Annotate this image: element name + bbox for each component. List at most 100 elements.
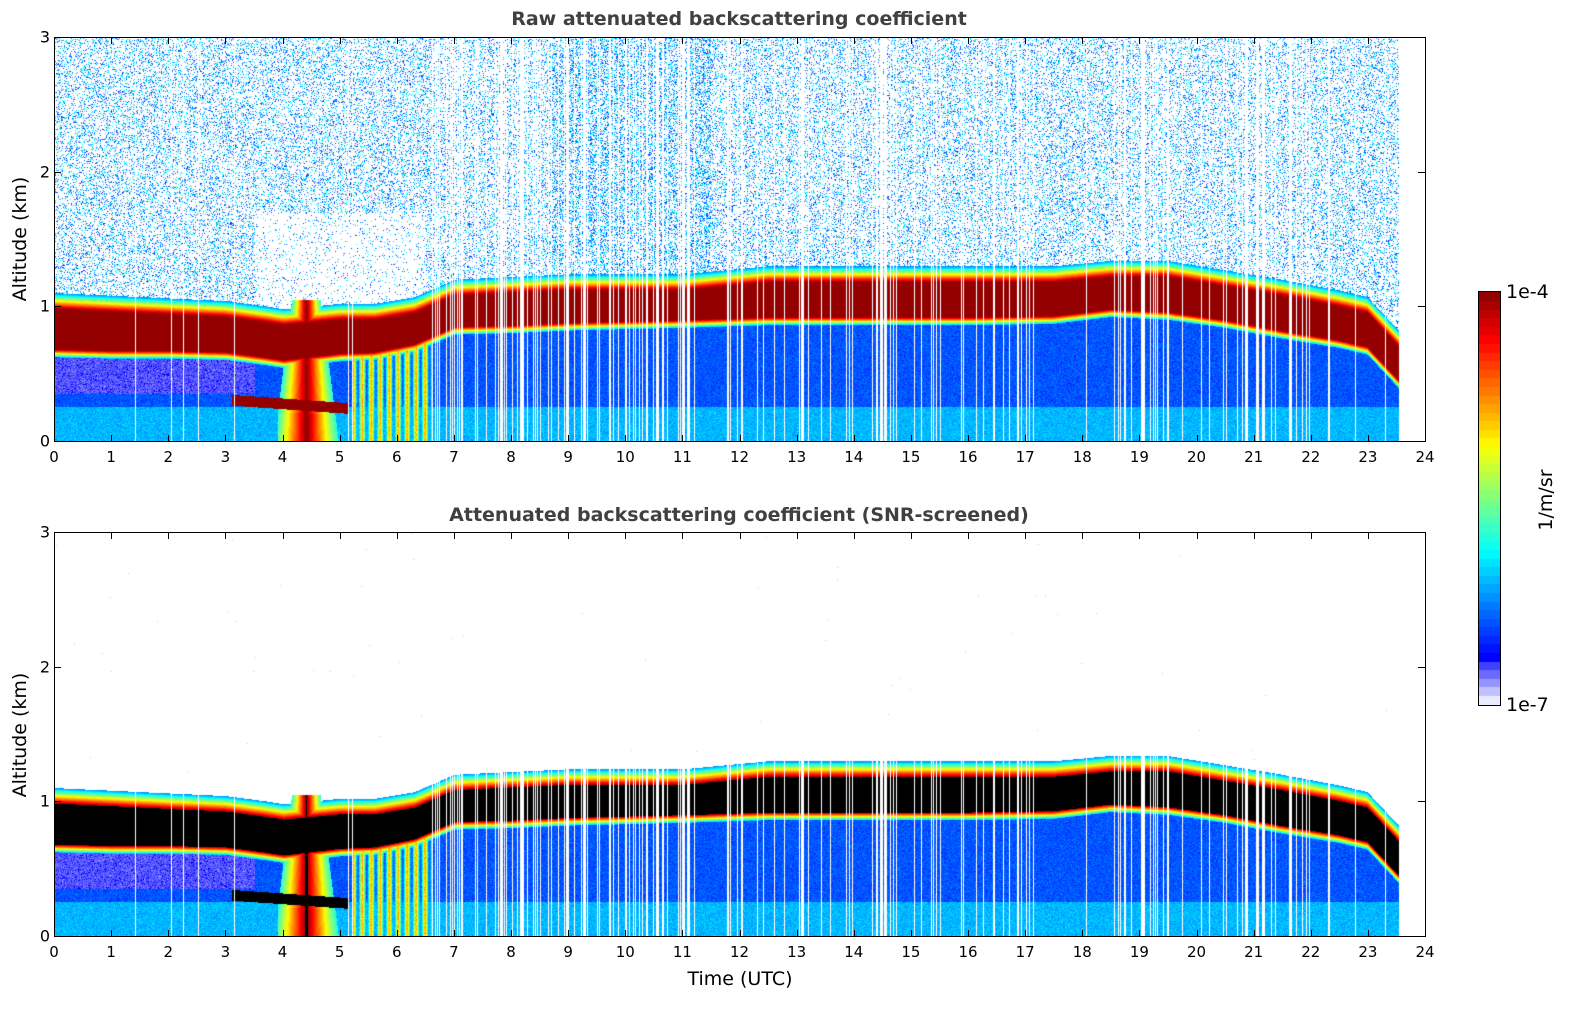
bottom-heatmap-image: [55, 533, 1425, 936]
x-tick-label: 23: [1358, 448, 1378, 466]
x-tick-mark-top: [1139, 532, 1141, 539]
x-tick-label: 20: [1186, 448, 1207, 466]
x-tick-mark: [225, 930, 227, 937]
x-tick-label: 19: [1129, 448, 1149, 466]
x-tick-mark: [168, 930, 170, 937]
x-tick-mark-top: [796, 37, 798, 44]
x-tick-mark: [796, 930, 798, 937]
x-tick-label: 5: [334, 943, 345, 961]
x-tick-mark-top: [1196, 37, 1198, 44]
top-y-axis-label: Altitude (km): [9, 176, 31, 302]
top-panel-title: Raw attenuated backscattering coefficien…: [511, 8, 967, 30]
x-tick-mark: [111, 435, 113, 442]
x-tick-mark-top: [1196, 532, 1198, 539]
x-tick-label: 0: [49, 943, 59, 961]
x-tick-mark: [1310, 930, 1312, 937]
x-tick-mark: [568, 930, 570, 937]
x-tick-mark-top: [568, 532, 570, 539]
x-tick-label: 15: [901, 448, 921, 466]
y-tick-mark: [54, 171, 61, 173]
x-tick-mark-top: [1310, 532, 1312, 539]
x-tick-mark: [225, 435, 227, 442]
x-tick-mark-top: [1253, 532, 1255, 539]
y-tick-mark-right: [1418, 441, 1425, 442]
x-tick-mark: [968, 930, 969, 937]
x-tick-mark: [1253, 930, 1255, 937]
y-tick-label: 2: [39, 657, 50, 677]
y-tick-label: 0: [39, 926, 50, 946]
x-tick-mark-top: [853, 532, 855, 539]
x-tick-mark-top: [339, 37, 341, 44]
y-tick-mark-right: [1418, 801, 1425, 803]
bottom-y-axis-label: Altitude (km): [9, 672, 31, 798]
x-tick-mark: [1082, 435, 1084, 442]
x-tick-mark: [168, 435, 170, 442]
x-tick-label: 9: [563, 448, 573, 466]
bottom-heatmap-axes: [54, 532, 1426, 937]
bottom-panel-title: Attenuated backscattering coefficient (S…: [449, 504, 1029, 526]
x-tick-label: 4: [277, 943, 288, 961]
colorbar-max-label: 1e-4: [1506, 281, 1549, 303]
y-tick-label: 1: [39, 791, 50, 811]
x-tick-mark: [1367, 435, 1369, 442]
x-tick-label: 8: [506, 448, 516, 466]
x-tick-label: 11: [672, 943, 692, 961]
x-tick-mark-top: [1082, 532, 1084, 539]
x-tick-mark: [54, 930, 55, 937]
x-tick-label: 22: [1301, 943, 1321, 961]
x-tick-mark: [739, 930, 741, 937]
x-tick-mark: [1196, 435, 1198, 442]
x-tick-label: 0: [49, 448, 59, 466]
x-tick-mark-top: [1253, 37, 1255, 44]
x-tick-mark: [1139, 435, 1141, 442]
x-tick-mark: [339, 930, 341, 937]
x-tick-mark-top: [168, 37, 170, 44]
x-tick-mark: [968, 435, 969, 442]
x-tick-mark-top: [396, 37, 398, 44]
x-tick-mark-top: [1310, 37, 1312, 44]
x-tick-label: 22: [1301, 448, 1321, 466]
x-tick-label: 17: [1015, 448, 1035, 466]
x-tick-label: 2: [163, 448, 174, 466]
y-tick-mark-right: [1418, 37, 1425, 38]
x-tick-mark: [1425, 930, 1426, 937]
x-tick-mark-top: [225, 37, 227, 44]
x-tick-mark-top: [54, 532, 55, 539]
x-tick-label: 20: [1186, 943, 1207, 961]
x-tick-mark-top: [111, 37, 113, 44]
colorbar-units-label: 1/m/sr: [1535, 469, 1557, 531]
x-tick-mark: [682, 435, 684, 442]
x-tick-label: 3: [220, 448, 231, 466]
x-tick-mark-top: [1425, 37, 1426, 44]
x-tick-label: 4: [277, 448, 288, 466]
x-tick-label: 2: [163, 943, 174, 961]
x-tick-label: 17: [1015, 943, 1035, 961]
y-tick-mark-right: [1418, 666, 1425, 668]
x-tick-label: 18: [1072, 943, 1092, 961]
x-tick-mark-top: [54, 37, 55, 44]
x-tick-mark: [853, 930, 855, 937]
x-tick-label: 3: [220, 943, 231, 961]
x-tick-label: 14: [844, 448, 864, 466]
x-tick-label: 7: [449, 448, 459, 466]
x-tick-mark-top: [282, 37, 284, 44]
x-tick-mark: [511, 435, 512, 442]
x-tick-mark-top: [511, 532, 512, 539]
x-tick-mark: [453, 930, 455, 937]
x-tick-mark: [1367, 930, 1369, 937]
x-tick-label: 21: [1244, 448, 1264, 466]
x-tick-label: 10: [615, 448, 635, 466]
x-tick-mark: [111, 930, 113, 937]
x-tick-mark-top: [910, 532, 912, 539]
x-tick-mark: [625, 435, 627, 442]
x-tick-mark: [282, 435, 284, 442]
colorbar: [1478, 291, 1501, 706]
x-tick-mark-top: [568, 37, 570, 44]
x-tick-mark: [453, 435, 455, 442]
x-tick-mark-top: [968, 37, 969, 44]
x-tick-label: 7: [449, 943, 459, 961]
y-tick-mark-right: [1418, 171, 1425, 173]
x-tick-label: 14: [844, 943, 864, 961]
x-tick-mark: [54, 435, 55, 442]
x-tick-mark: [682, 930, 684, 937]
